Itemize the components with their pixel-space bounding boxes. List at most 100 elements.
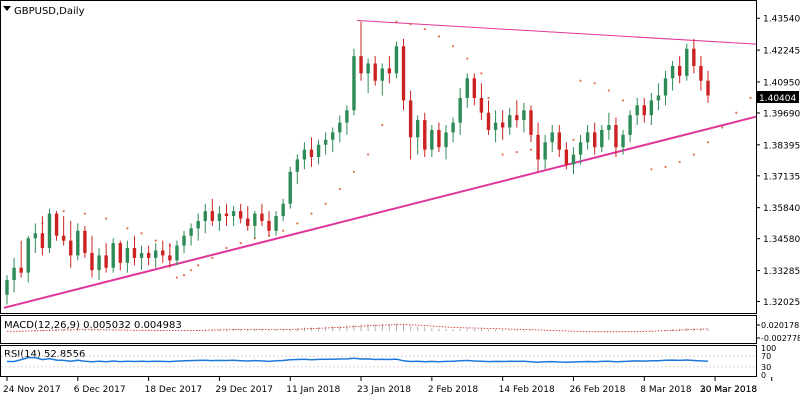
candle-body (685, 48, 689, 76)
candle-body (578, 142, 583, 155)
sar-dot (749, 96, 752, 100)
macd-tick-label: -0.002778 (761, 334, 800, 343)
candle (175, 240, 179, 266)
candle-body (274, 216, 278, 231)
candle-body (663, 78, 668, 96)
candle-body (557, 132, 562, 150)
candle (656, 83, 661, 111)
candle-body (260, 213, 264, 221)
candle-body (69, 240, 73, 256)
candle (281, 198, 285, 221)
sar-dot (487, 96, 490, 100)
candle-body (401, 46, 406, 101)
sar-dot (62, 210, 65, 213)
candle (316, 139, 321, 165)
candle (635, 97, 639, 126)
candle-body (423, 120, 427, 150)
time-tick-label: 30 Mar 2018 (700, 385, 757, 395)
candle (529, 105, 533, 143)
candle-body (500, 122, 505, 128)
sar-dot (621, 99, 625, 102)
candle (33, 223, 38, 253)
candle (352, 48, 356, 116)
candle (231, 206, 236, 226)
price-axis: 1.43540 1.42245 1.40950 1.39690 1.38395 1.371… (756, 15, 800, 308)
time-tick-label: 29 Dec 2017 (215, 385, 273, 395)
candle (437, 122, 441, 153)
candle-body (692, 48, 696, 66)
rsi-panel-frame (0, 345, 757, 377)
candle-body (323, 139, 328, 145)
candle-body (642, 105, 646, 116)
sar-dot (367, 153, 370, 156)
candle-body (26, 238, 30, 273)
candle (196, 213, 200, 241)
candle-body (656, 95, 661, 101)
candle-body (61, 235, 66, 241)
price-tick-label: 1.34580 (763, 235, 800, 245)
candle (19, 240, 23, 278)
candle (493, 110, 498, 143)
candle-body (12, 267, 16, 281)
candle-body (281, 203, 285, 217)
candle (309, 137, 314, 167)
sar-dot (211, 256, 214, 259)
candle-body (161, 250, 165, 256)
candle-body (437, 129, 441, 148)
current-price-label: 1.40404 (759, 94, 796, 104)
time-tick-label: 2 Feb 2018 (428, 385, 479, 395)
candle (628, 110, 632, 143)
candle-body (451, 122, 455, 133)
sar-dot (451, 45, 455, 48)
rsi-tick-label: 30 (761, 363, 771, 372)
candle-body (706, 80, 710, 96)
candle (593, 122, 597, 155)
price-tick-label: 1.39690 (763, 109, 800, 119)
candle (649, 93, 654, 126)
candle-body (628, 115, 632, 135)
sar-dot (140, 232, 143, 235)
candle (210, 198, 215, 226)
rsi-line (7, 356, 709, 363)
candle (571, 147, 576, 175)
candle (522, 102, 526, 133)
time-tick-label: 26 Feb 2018 (569, 385, 625, 395)
candle-body (550, 132, 554, 143)
candle-body (536, 134, 540, 160)
candle (217, 206, 222, 231)
sar-dot (692, 153, 695, 156)
candle-body (118, 243, 122, 263)
rsi-tick-label: 70 (761, 352, 771, 361)
candle-body (153, 250, 158, 258)
chart-title: GBPUSD,Daily (14, 6, 85, 17)
candle-body (529, 110, 533, 135)
candle (54, 211, 59, 241)
candle-body (515, 115, 519, 121)
candle (323, 132, 328, 155)
candle-body (415, 120, 420, 138)
candle (692, 38, 696, 74)
candle-body (309, 149, 314, 157)
sar-dot (395, 20, 398, 23)
candle (536, 122, 540, 172)
candle-body (302, 149, 307, 160)
dropdown-triangle-icon[interactable] (3, 6, 11, 11)
sar-dot (175, 276, 179, 279)
sar-dot (324, 202, 327, 205)
candle-body (493, 122, 498, 130)
sar-dot (282, 229, 285, 232)
price-tick-label: 1.32025 (763, 298, 800, 308)
candle (359, 21, 363, 81)
candle-body (253, 213, 257, 226)
candle (373, 56, 377, 86)
candle (600, 125, 604, 153)
time-tick-label: 14 Feb 2018 (499, 385, 555, 395)
price-tick-label: 1.40950 (763, 78, 800, 88)
candle (139, 245, 144, 271)
rsi-label: RSI(14) 52.8556 (4, 349, 85, 360)
candle-body (465, 78, 469, 98)
candle-body (607, 125, 611, 130)
candle-body (125, 248, 130, 263)
candle-body (635, 105, 639, 116)
